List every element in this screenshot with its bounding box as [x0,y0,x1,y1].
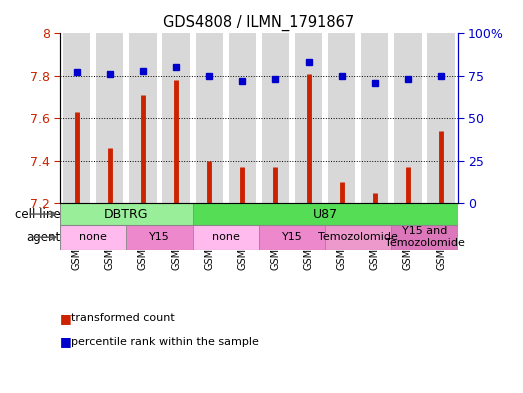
Text: agent: agent [26,231,60,244]
Bar [163,33,190,203]
Bar [60,203,192,225]
Text: none: none [212,232,240,242]
Bar [361,33,389,203]
Bar [394,33,422,203]
Bar [325,225,391,250]
Text: cell line: cell line [15,208,60,220]
Bar [391,225,458,250]
Bar [262,33,289,203]
Text: percentile rank within the sample: percentile rank within the sample [71,337,258,347]
Bar [192,203,458,225]
Text: ■: ■ [60,335,72,349]
Bar [295,33,322,203]
Bar [63,33,90,203]
Text: DBTRG: DBTRG [104,208,149,220]
Title: GDS4808 / ILMN_1791867: GDS4808 / ILMN_1791867 [163,15,355,31]
Bar [229,33,256,203]
Text: Y15: Y15 [149,232,170,242]
Bar [427,33,454,203]
Bar [192,225,259,250]
Text: ■: ■ [60,312,72,325]
Bar [328,33,355,203]
Bar [96,33,123,203]
Text: Temozolomide: Temozolomide [319,232,398,242]
Bar [129,33,156,203]
Text: U87: U87 [313,208,338,220]
Bar [127,225,192,250]
Bar [60,225,127,250]
Bar [196,33,223,203]
Text: transformed count: transformed count [71,313,174,323]
Text: Y15 and
Temozolomide: Y15 and Temozolomide [384,226,464,248]
Text: Y15: Y15 [281,232,302,242]
Bar [259,225,325,250]
Text: none: none [79,232,107,242]
